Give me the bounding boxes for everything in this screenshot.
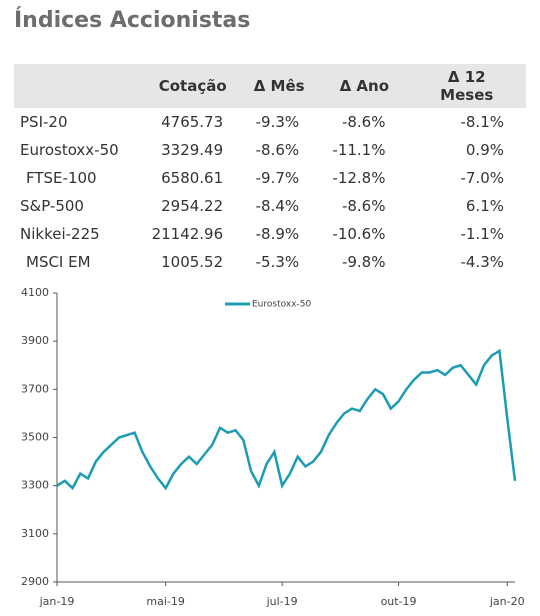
legend-label: Eurostoxx-50 — [252, 300, 311, 310]
table-cell: -4.3% — [460, 253, 504, 271]
table-cell: 6.1% — [465, 197, 504, 215]
table-cell: 1005.52 — [161, 253, 224, 271]
table-cell: -11.1% — [332, 141, 386, 159]
x-tick-label: jul-19 — [266, 595, 298, 608]
table-row: MSCI EM 1005.52 -5.3% -9.8% -4.3% — [14, 248, 526, 276]
series-line — [56, 348, 517, 491]
y-tick-label: 3700 — [21, 382, 49, 395]
x-tick-label: out-19 — [381, 595, 417, 608]
table-row: FTSE-100 6580.61 -9.7% -12.8% -7.0% — [14, 164, 526, 192]
table-cell: -5.3% — [255, 253, 300, 271]
index-name: MSCI EM — [26, 253, 91, 271]
table-cell: -8.6% — [341, 113, 386, 131]
x-tick-label: mai-19 — [146, 595, 184, 608]
y-tick-label: 3900 — [21, 334, 49, 347]
header-cell: Cotação — [148, 64, 238, 108]
x-tick-label: jan-19 — [39, 595, 75, 608]
y-tick-label: 2900 — [21, 575, 49, 588]
x-tick-label: jan-20 — [489, 595, 525, 608]
table-row: Eurostoxx-50 3329.49 -8.6% -11.1% 0.9% — [14, 136, 526, 164]
table-cell: 6580.61 — [161, 169, 224, 187]
table-cell: -8.9% — [255, 225, 300, 243]
y-tick-label: 3300 — [21, 479, 49, 492]
table-cell: -9.3% — [255, 113, 300, 131]
table-cell: -8.6% — [341, 197, 386, 215]
index-name: PSI-20 — [20, 113, 68, 131]
table-cell: -10.6% — [332, 225, 386, 243]
header-cell: Δ Mês — [237, 64, 322, 108]
title: Índices Accionistas — [14, 8, 251, 33]
table-cell: 4765.73 — [161, 113, 224, 131]
header-cell: Δ Ano — [321, 64, 408, 108]
index-name: Eurostoxx-50 — [20, 141, 119, 159]
table-row: PSI-20 4765.73 -9.3% -8.6% -8.1% — [14, 108, 526, 136]
table-row: Nikkei-225 21142.96 -8.9% -10.6% -1.1% — [14, 220, 526, 248]
y-tick-label: 3500 — [21, 431, 49, 444]
y-tick-label: 4100 — [21, 286, 49, 299]
table-cell: 3329.49 — [161, 141, 224, 159]
index-table: Cotação Δ Mês Δ Ano Δ 12 Meses PSI-20 4765.73… — [14, 64, 526, 276]
index-name: S&P-500 — [20, 197, 84, 215]
table-row: S&P-500 2954.22 -8.4% -8.6% 6.1% — [14, 192, 526, 220]
header-row: Cotação Δ Mês Δ Ano Δ 12 Meses — [14, 64, 526, 108]
table-cell: -9.7% — [255, 169, 300, 187]
table-cell: -7.0% — [460, 169, 504, 187]
header-cell — [14, 64, 149, 108]
y-tick-label: 3100 — [21, 527, 49, 540]
index-name: Nikkei-225 — [20, 225, 100, 243]
table-cell: -12.8% — [332, 169, 386, 187]
header-cell: Δ 12 Meses — [407, 64, 526, 108]
table-cell: 0.9% — [465, 141, 504, 159]
table-cell: -1.1% — [460, 225, 504, 243]
table-cell: -8.4% — [255, 197, 300, 215]
table-cell: 2954.22 — [161, 197, 224, 215]
index-name: FTSE-100 — [26, 169, 97, 187]
table-cell: -8.6% — [255, 141, 300, 159]
table-cell: -8.1% — [460, 113, 504, 131]
table-cell: -9.8% — [341, 253, 386, 271]
table-cell: 21142.96 — [151, 225, 224, 243]
